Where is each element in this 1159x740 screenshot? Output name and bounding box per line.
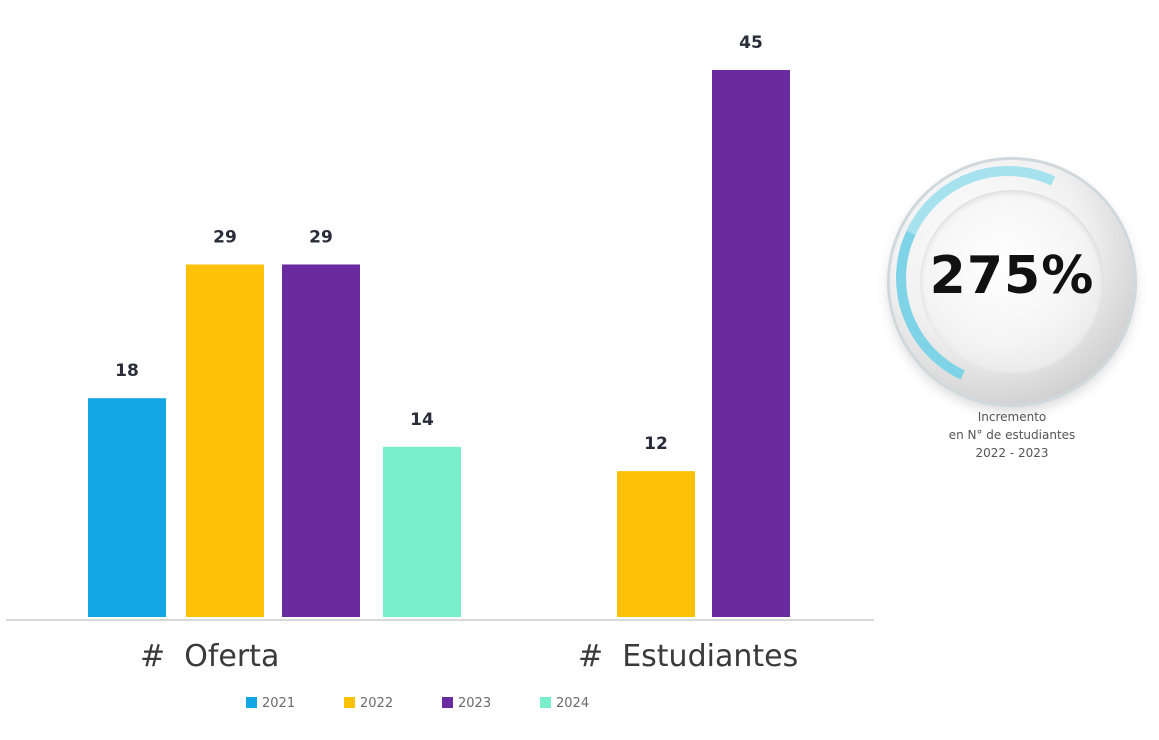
badge-caption-line-1: Incremento xyxy=(892,408,1132,426)
bar-estudiantes-2022 xyxy=(617,471,695,617)
legend-swatch-2024 xyxy=(540,697,551,708)
bar-estudiantes-2023 xyxy=(712,70,790,617)
data-label-oferta-2022: 29 xyxy=(213,227,237,247)
bar-oferta-2022 xyxy=(186,264,264,617)
data-label-oferta-2024: 14 xyxy=(410,410,434,430)
legend-label-2023: 2023 xyxy=(458,696,491,711)
category-label-oferta: # Oferta xyxy=(140,639,279,674)
badge-value: 275% xyxy=(882,246,1142,306)
legend-label-2024: 2024 xyxy=(556,696,589,711)
badge-caption: Incremento en N° de estudiantes 2022 - 2… xyxy=(892,408,1132,462)
increase-badge: 275% xyxy=(882,154,1142,404)
bar-oferta-2023 xyxy=(282,264,360,617)
badge-caption-line-3: 2022 - 2023 xyxy=(892,444,1132,462)
legend-swatch-2023 xyxy=(442,697,453,708)
legend-swatch-2022 xyxy=(344,697,355,708)
category-label-estudiantes: # Estudiantes xyxy=(578,639,798,674)
data-label-estudiantes-2023: 45 xyxy=(739,33,763,53)
bar-oferta-2024 xyxy=(383,447,461,617)
legend-label-2022: 2022 xyxy=(360,696,393,711)
legend-label-2021: 2021 xyxy=(262,696,295,711)
data-label-oferta-2023: 29 xyxy=(309,227,333,247)
data-label-estudiantes-2022: 12 xyxy=(644,434,668,454)
legend-swatch-2021 xyxy=(246,697,257,708)
data-label-oferta-2021: 18 xyxy=(115,361,139,381)
badge-caption-line-2: en N° de estudiantes xyxy=(892,426,1132,444)
bar-oferta-2021 xyxy=(88,398,166,617)
